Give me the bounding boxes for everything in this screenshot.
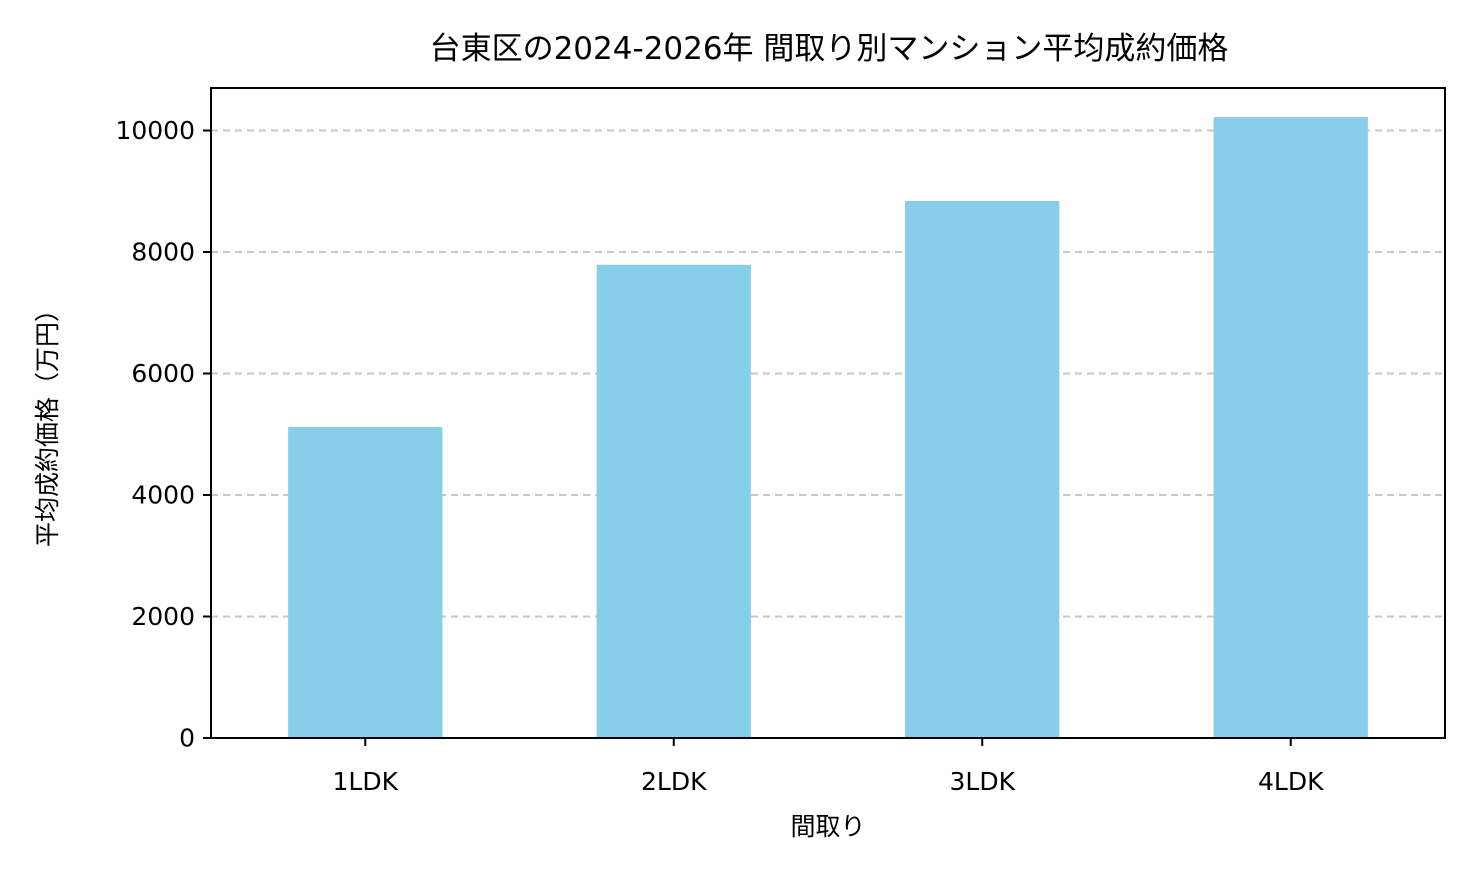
y-tick-label: 8000	[131, 238, 195, 267]
bars	[288, 117, 1368, 739]
bar-1ldk	[288, 426, 443, 738]
y-tick-label: 10000	[115, 116, 195, 145]
x-tick-label: 1LDK	[333, 767, 399, 796]
plot-frame	[210, 87, 1446, 739]
x-axis: 1LDK 2LDK 3LDK 4LDK	[333, 738, 1324, 796]
y-axis: 0 2000 4000 6000 8000 10000	[115, 116, 211, 753]
x-tick-label: 2LDK	[641, 767, 707, 796]
bar-3ldk	[905, 200, 1060, 738]
bar-4ldk	[1213, 117, 1368, 739]
chart-title: 台東区の2024-2026年 間取り別マンション平均成約価格	[430, 31, 1229, 67]
y-tick-label: 6000	[131, 359, 195, 388]
bar-2ldk	[596, 264, 751, 738]
x-tick-label: 3LDK	[950, 767, 1016, 796]
y-tick-label: 0	[179, 724, 195, 753]
y-tick-label: 2000	[131, 602, 195, 631]
y-tick-label: 4000	[131, 481, 195, 510]
x-axis-label: 間取り	[790, 812, 865, 841]
x-tick-label: 4LDK	[1258, 767, 1324, 796]
y-axis-label: 平均成約価格（万円）	[33, 297, 62, 547]
